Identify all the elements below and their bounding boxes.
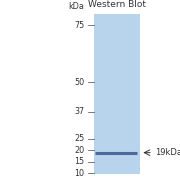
Text: 19kDa: 19kDa xyxy=(155,148,180,157)
Text: 75: 75 xyxy=(74,21,85,30)
Text: 10: 10 xyxy=(75,169,85,178)
Text: Western Blot: Western Blot xyxy=(88,0,146,9)
Text: 15: 15 xyxy=(75,157,85,166)
Text: 50: 50 xyxy=(75,78,85,87)
Text: 37: 37 xyxy=(75,107,85,116)
Text: kDa: kDa xyxy=(69,2,85,11)
Text: 20: 20 xyxy=(75,146,85,155)
Bar xyxy=(94,14,140,174)
Text: 25: 25 xyxy=(74,134,85,143)
